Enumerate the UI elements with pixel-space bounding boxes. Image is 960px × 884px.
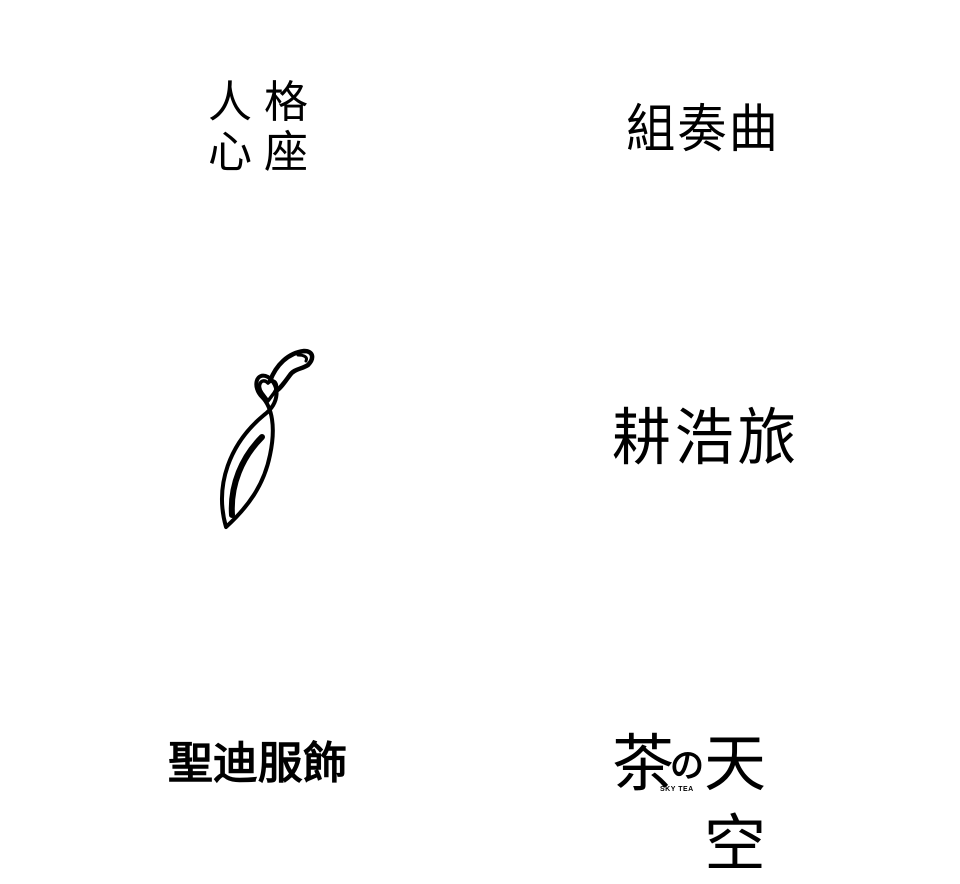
- logo-text: 聖迪服飾: [168, 738, 348, 789]
- logo-text: 組奏曲: [626, 100, 780, 160]
- logo-char-tea: 茶: [612, 727, 675, 800]
- logo-particle-no: の: [670, 746, 704, 786]
- logo-chars-sky: 天空: [704, 727, 767, 880]
- logo-suite: 組奏曲: [626, 92, 788, 168]
- logo-text: 耕浩旅: [612, 401, 801, 474]
- leaf-figure-logo-icon: [218, 345, 318, 535]
- logo-text-line-2: 心座: [208, 127, 320, 178]
- logo-sky-tea: 茶 の 天空 SKY TEA: [612, 724, 802, 880]
- logo-fashion: 聖迪服飾: [168, 734, 348, 794]
- logo-subtitle: SKY TEA: [660, 786, 694, 793]
- logo-text-line-1: 人格: [208, 77, 320, 128]
- logo-renkaku-zhizuo: 人格 心座: [208, 78, 318, 178]
- logo-kozoku: 耕浩旅: [612, 400, 810, 476]
